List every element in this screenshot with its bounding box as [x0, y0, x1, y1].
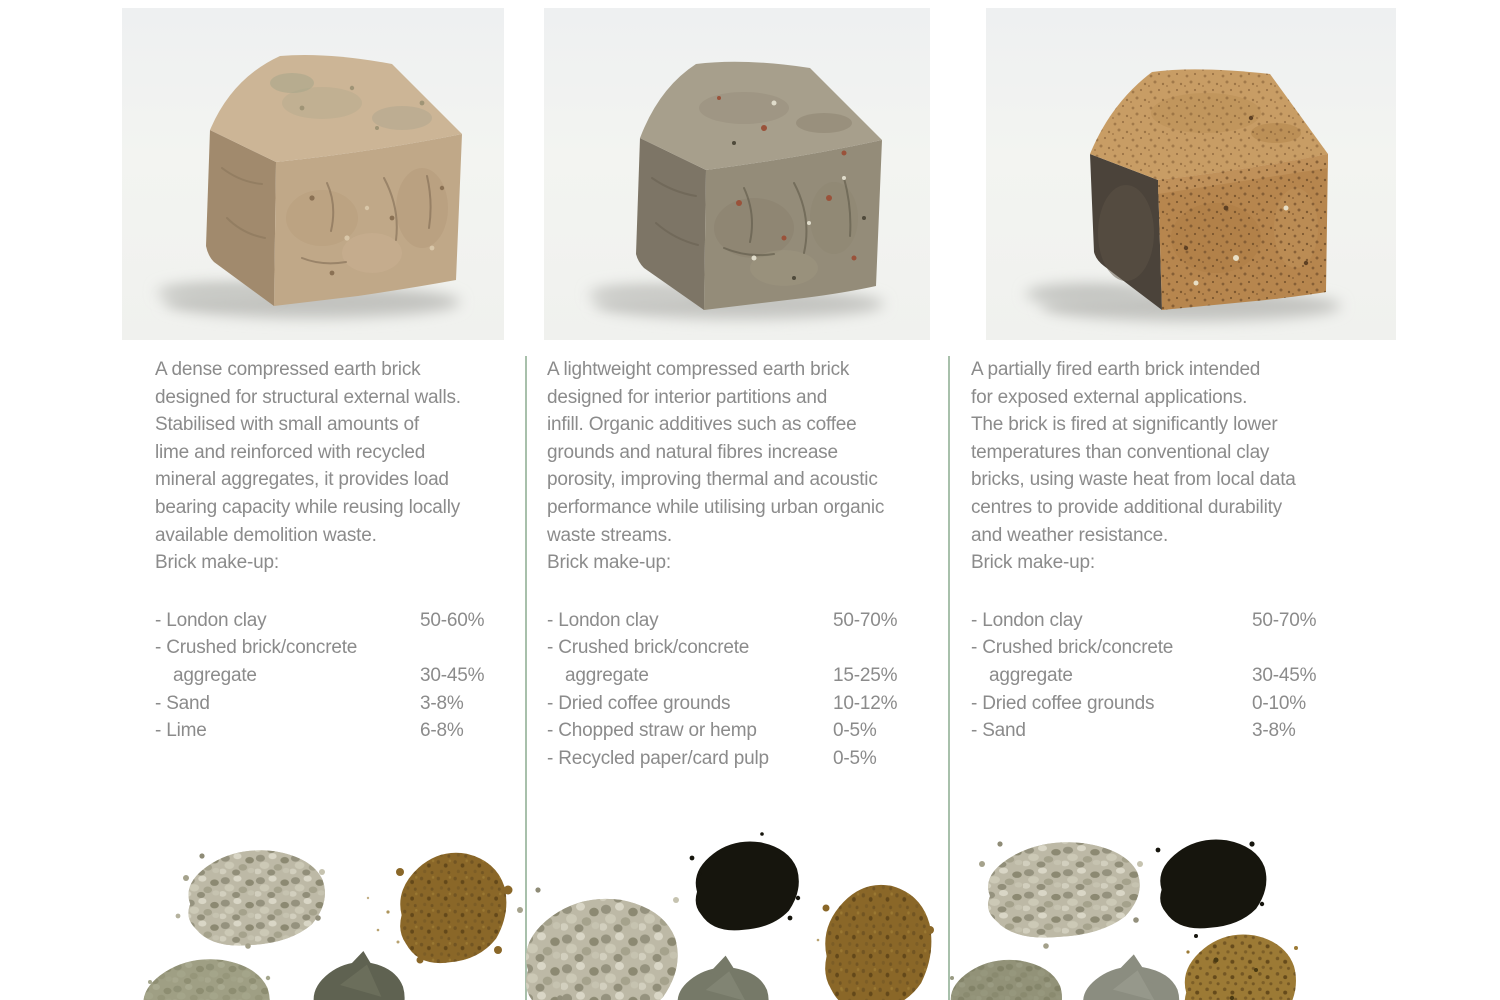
clay-lump-photo [1083, 954, 1180, 1000]
aggregate-pile-photo [979, 841, 1143, 949]
material-samples-photo-strip [143, 832, 1298, 1000]
lightweight-earth-brick-photo [589, 61, 884, 319]
makeup-material-label: - London clay [971, 609, 1083, 631]
makeup-material-label: - Chopped straw or hemp [547, 720, 757, 742]
green-powder-pile-photo [950, 959, 1062, 1000]
makeup-material-label: - Dried coffee grounds [547, 692, 731, 714]
makeup-row: aggregate 15-25% [547, 662, 945, 690]
makeup-row: - Crushed brick/concrete [155, 634, 517, 662]
makeup-material-label: aggregate [173, 664, 257, 686]
makeup-material-label: - Crushed brick/concrete [547, 637, 750, 659]
makeup-percentage: 0-10% [1252, 692, 1306, 714]
column-separator [525, 356, 527, 1000]
makeup-row: - Sand 3-8% [971, 717, 1353, 745]
makeup-percentage: 10-12% [833, 692, 898, 714]
makeup-row: aggregate 30-45% [155, 662, 517, 690]
makeup-percentage: 6-8% [420, 720, 464, 742]
makeup-material-label: - London clay [155, 609, 267, 631]
brick-makeup-list: - London clay 50-70% - Crushed brick/concr… [971, 607, 1353, 745]
brick-makeup-heading: Brick make-up: [547, 552, 671, 574]
green-powder-pile-photo [143, 959, 271, 1000]
brick-description: A partially fired earth brick intended f… [971, 359, 1296, 546]
makeup-row: - Crushed brick/concrete [971, 634, 1353, 662]
coffee-grounds-pile-photo [1155, 839, 1267, 938]
makeup-row: - London clay 50-60% [155, 607, 517, 635]
brick-makeup-list: - London clay 50-60% - Crushed brick/concr… [155, 607, 517, 745]
makeup-percentage: 50-70% [1252, 609, 1317, 631]
photo-panel-fired-brick [986, 8, 1396, 340]
makeup-material-label: - London clay [547, 609, 659, 631]
makeup-material-label: - Lime [155, 720, 207, 742]
makeup-row: - Sand 3-8% [155, 690, 517, 718]
brick-makeup-heading: Brick make-up: [971, 552, 1095, 574]
brick-column-fired: A partially fired earth brick intended f… [971, 356, 1353, 745]
makeup-material-label: - Recycled paper/card pulp [547, 747, 769, 769]
makeup-material-label: aggregate [989, 664, 1073, 686]
makeup-percentage: 3-8% [420, 692, 464, 714]
aggregate-pile-photo [175, 850, 325, 949]
clay-powder-pile-photo [366, 852, 513, 964]
photo-panel-lightweight-brick [544, 8, 930, 340]
clay-powder-pile-photo [816, 884, 934, 1000]
makeup-row: - London clay 50-70% [547, 607, 945, 635]
makeup-percentage: 50-70% [833, 609, 898, 631]
makeup-row: - Recycled paper/card pulp 0-5% [547, 745, 945, 773]
makeup-material-label: - Crushed brick/concrete [155, 637, 358, 659]
column-separator [948, 356, 950, 1000]
makeup-percentage: 0-5% [833, 747, 877, 769]
clay-lump-photo [677, 955, 769, 1000]
makeup-percentage: 15-25% [833, 664, 898, 686]
partially-fired-earth-brick-photo [1026, 69, 1341, 321]
makeup-percentage: 0-5% [833, 720, 877, 742]
makeup-row: - Lime 6-8% [155, 717, 517, 745]
photo-panel-dense-brick [122, 8, 504, 340]
makeup-row: - Dried coffee grounds 0-10% [971, 690, 1353, 718]
makeup-material-label: - Crushed brick/concrete [971, 637, 1174, 659]
clay-lump-photo [313, 951, 405, 1000]
makeup-material-label: - Sand [971, 720, 1026, 742]
makeup-percentage: 50-60% [420, 609, 485, 631]
makeup-row: - Dried coffee grounds 10-12% [547, 690, 945, 718]
clay-powder-pile-photo [1184, 934, 1298, 1000]
makeup-material-label: - Sand [155, 692, 210, 714]
makeup-row: - Chopped straw or hemp 0-5% [547, 717, 945, 745]
coffee-grounds-pile-photo [689, 832, 801, 931]
makeup-percentage: 30-45% [420, 664, 485, 686]
brick-column-dense: A dense compressed earth brick designed … [155, 356, 517, 745]
makeup-row: - London clay 50-70% [971, 607, 1353, 635]
brick-column-lightweight: A lightweight compressed earth brick des… [547, 356, 945, 772]
brick-description: A dense compressed earth brick designed … [155, 359, 461, 546]
brick-makeup-heading: Brick make-up: [155, 552, 279, 574]
makeup-percentage: 3-8% [1252, 720, 1296, 742]
brick-makeup-list: - London clay 50-70% - Crushed brick/concr… [547, 607, 945, 773]
makeup-row: - Crushed brick/concrete [547, 634, 945, 662]
makeup-percentage: 30-45% [1252, 664, 1317, 686]
makeup-material-label: - Dried coffee grounds [971, 692, 1155, 714]
brick-description: A lightweight compressed earth brick des… [547, 359, 885, 546]
dense-earth-brick-photo [157, 55, 462, 318]
makeup-row: aggregate 30-45% [971, 662, 1353, 690]
aggregate-pile-photo [517, 887, 679, 1000]
makeup-material-label: aggregate [565, 664, 649, 686]
